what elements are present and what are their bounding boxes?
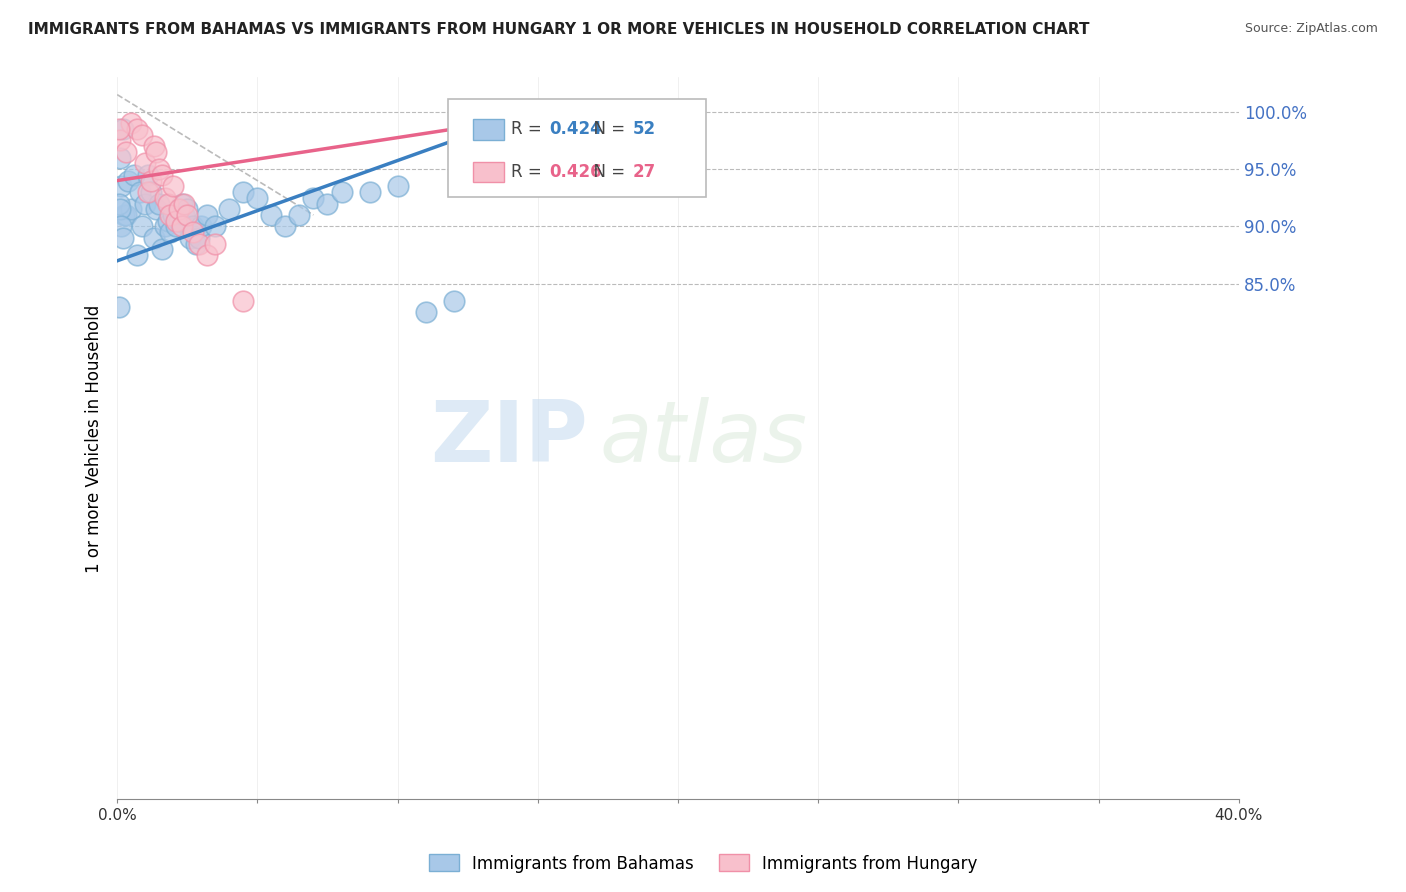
Point	[232, 293, 254, 308]
Y-axis label: 1 or more Vehicles in Household: 1 or more Vehicles in Household	[86, 304, 103, 573]
Text: IMMIGRANTS FROM BAHAMAS VS IMMIGRANTS FROM HUNGARY 1 OR MORE VEHICLES IN HOUSEHO: IMMIGRANTS FROM BAHAMAS VS IMMIGRANTS FR…	[28, 22, 1090, 37]
Point	[176, 208, 198, 222]
Point	[302, 191, 325, 205]
Point	[170, 219, 193, 234]
Point	[150, 243, 173, 257]
Point	[117, 173, 139, 187]
Point	[184, 236, 207, 251]
Point	[110, 219, 132, 234]
Text: atlas: atlas	[599, 397, 807, 480]
Point	[176, 202, 198, 217]
Point	[156, 213, 179, 227]
Point	[139, 173, 162, 187]
Text: 0.426: 0.426	[548, 163, 602, 181]
Point	[120, 116, 142, 130]
Point	[136, 185, 159, 199]
Point	[195, 208, 218, 222]
Point	[108, 133, 131, 147]
Point	[181, 219, 204, 234]
Point	[330, 185, 353, 199]
Point	[111, 122, 134, 136]
Point	[107, 122, 129, 136]
Point	[114, 145, 136, 159]
Text: N =: N =	[582, 163, 630, 181]
Point	[387, 179, 409, 194]
Point	[150, 168, 173, 182]
FancyBboxPatch shape	[449, 99, 706, 196]
Point	[173, 196, 195, 211]
Point	[125, 122, 148, 136]
Legend: Immigrants from Bahamas, Immigrants from Hungary: Immigrants from Bahamas, Immigrants from…	[422, 847, 984, 880]
Point	[159, 225, 181, 239]
Point	[136, 168, 159, 182]
Point	[232, 185, 254, 199]
Point	[187, 231, 209, 245]
Point	[288, 208, 311, 222]
Point	[443, 293, 465, 308]
Point	[153, 191, 176, 205]
Point	[162, 208, 184, 222]
Point	[108, 151, 131, 165]
Point	[148, 196, 170, 211]
Point	[260, 208, 283, 222]
Point	[187, 236, 209, 251]
Point	[148, 162, 170, 177]
Point	[107, 196, 129, 211]
Point	[190, 219, 212, 234]
Point	[114, 208, 136, 222]
Point	[107, 300, 129, 314]
Point	[167, 213, 190, 227]
Point	[134, 196, 156, 211]
Text: R =: R =	[510, 163, 547, 181]
FancyBboxPatch shape	[472, 120, 505, 139]
Point	[173, 208, 195, 222]
Point	[139, 185, 162, 199]
Text: 0.424: 0.424	[548, 120, 602, 138]
Point	[120, 202, 142, 217]
Point	[316, 196, 339, 211]
Point	[165, 213, 187, 227]
Point	[108, 202, 131, 217]
Text: ZIP: ZIP	[430, 397, 588, 480]
Text: 52: 52	[633, 120, 657, 138]
Point	[131, 219, 153, 234]
Point	[110, 179, 132, 194]
Point	[195, 248, 218, 262]
Point	[181, 225, 204, 239]
Text: Source: ZipAtlas.com: Source: ZipAtlas.com	[1244, 22, 1378, 36]
Point	[142, 231, 165, 245]
Point	[122, 168, 145, 182]
Point	[128, 185, 150, 199]
Point	[179, 231, 201, 245]
Text: N =: N =	[582, 120, 630, 138]
Point	[218, 202, 240, 217]
Point	[112, 208, 135, 222]
Point	[145, 202, 167, 217]
Point	[415, 305, 437, 319]
Point	[131, 128, 153, 142]
Text: R =: R =	[510, 120, 547, 138]
Point	[274, 219, 297, 234]
Point	[170, 196, 193, 211]
Point	[142, 139, 165, 153]
Point	[111, 231, 134, 245]
Point	[204, 236, 226, 251]
FancyBboxPatch shape	[472, 162, 505, 182]
Point	[162, 179, 184, 194]
Point	[165, 219, 187, 234]
Point	[359, 185, 381, 199]
Point	[156, 196, 179, 211]
Point	[246, 191, 269, 205]
Point	[145, 145, 167, 159]
Point	[159, 208, 181, 222]
Point	[153, 219, 176, 234]
Text: 27: 27	[633, 163, 657, 181]
Point	[134, 156, 156, 170]
Point	[125, 248, 148, 262]
Point	[204, 219, 226, 234]
Point	[167, 202, 190, 217]
